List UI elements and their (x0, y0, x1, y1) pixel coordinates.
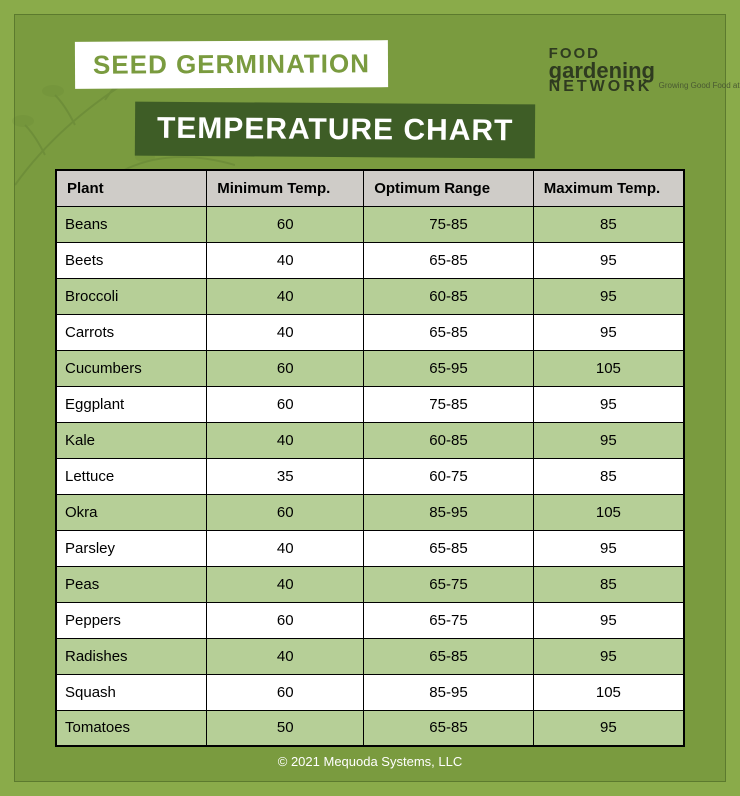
table-row: Radishes4065-8595 (56, 638, 684, 674)
cell-min: 40 (207, 242, 364, 278)
table-row: Carrots4065-8595 (56, 314, 684, 350)
cell-min: 60 (207, 386, 364, 422)
cell-min: 60 (207, 494, 364, 530)
germination-table: Plant Minimum Temp. Optimum Range Maximu… (55, 169, 685, 747)
cell-opt: 75-85 (364, 386, 534, 422)
cell-opt: 65-85 (364, 530, 534, 566)
brand-logo: FOOD gardening NETWORK Growing Good Food… (549, 47, 655, 95)
cell-max: 95 (533, 242, 684, 278)
cell-min: 40 (207, 566, 364, 602)
copyright-footer: © 2021 Mequoda Systems, LLC (15, 754, 725, 769)
table-row: Beans6075-8585 (56, 206, 684, 242)
cell-plant: Tomatoes (56, 710, 207, 746)
cell-max: 85 (533, 566, 684, 602)
cell-plant: Beans (56, 206, 207, 242)
cell-opt: 65-85 (364, 638, 534, 674)
cell-max: 95 (533, 638, 684, 674)
cell-opt: 65-75 (364, 602, 534, 638)
cell-plant: Cucumbers (56, 350, 207, 386)
col-header-plant: Plant (56, 170, 207, 206)
cell-max: 105 (533, 494, 684, 530)
cell-max: 85 (533, 206, 684, 242)
cell-max: 95 (533, 602, 684, 638)
cell-opt: 65-95 (364, 350, 534, 386)
cell-plant: Peas (56, 566, 207, 602)
cell-max: 95 (533, 314, 684, 350)
table-row: Parsley4065-8595 (56, 530, 684, 566)
table-row: Kale4060-8595 (56, 422, 684, 458)
cell-plant: Radishes (56, 638, 207, 674)
data-table: Plant Minimum Temp. Optimum Range Maximu… (55, 169, 685, 747)
cell-opt: 65-85 (364, 242, 534, 278)
table-row: Cucumbers6065-95105 (56, 350, 684, 386)
inner-frame: SEED GERMINATION FOOD gardening NETWORK … (14, 14, 726, 782)
cell-min: 60 (207, 602, 364, 638)
cell-plant: Squash (56, 674, 207, 710)
table-row: Peas4065-7585 (56, 566, 684, 602)
cell-plant: Kale (56, 422, 207, 458)
cell-max: 95 (533, 278, 684, 314)
cell-opt: 60-85 (364, 278, 534, 314)
cell-opt: 60-85 (364, 422, 534, 458)
cell-plant: Broccoli (56, 278, 207, 314)
header: SEED GERMINATION FOOD gardening NETWORK … (75, 41, 685, 151)
cell-max: 95 (533, 710, 684, 746)
cell-min: 60 (207, 674, 364, 710)
table-row: Beets4065-8595 (56, 242, 684, 278)
cell-plant: Eggplant (56, 386, 207, 422)
cell-max: 105 (533, 674, 684, 710)
logo-tagline: Growing Good Food at Home (659, 81, 740, 90)
cell-min: 60 (207, 350, 364, 386)
cell-min: 40 (207, 530, 364, 566)
cell-plant: Parsley (56, 530, 207, 566)
table-row: Eggplant6075-8595 (56, 386, 684, 422)
cell-plant: Carrots (56, 314, 207, 350)
cell-min: 40 (207, 422, 364, 458)
table-row: Broccoli4060-8595 (56, 278, 684, 314)
table-row: Tomatoes5065-8595 (56, 710, 684, 746)
table-row: Squash6085-95105 (56, 674, 684, 710)
cell-max: 105 (533, 350, 684, 386)
cell-opt: 85-95 (364, 494, 534, 530)
logo-line3: NETWORK (549, 80, 655, 94)
cell-opt: 65-85 (364, 314, 534, 350)
cell-max: 85 (533, 458, 684, 494)
cell-opt: 65-75 (364, 566, 534, 602)
cell-max: 95 (533, 422, 684, 458)
cell-opt: 60-75 (364, 458, 534, 494)
cell-plant: Lettuce (56, 458, 207, 494)
cell-opt: 65-85 (364, 710, 534, 746)
col-header-opt: Optimum Range (364, 170, 534, 206)
cell-min: 50 (207, 710, 364, 746)
table-header-row: Plant Minimum Temp. Optimum Range Maximu… (56, 170, 684, 206)
title-line1: SEED GERMINATION (75, 40, 388, 89)
cell-max: 95 (533, 530, 684, 566)
cell-min: 40 (207, 314, 364, 350)
cell-min: 40 (207, 278, 364, 314)
table-row: Peppers6065-7595 (56, 602, 684, 638)
cell-min: 60 (207, 206, 364, 242)
col-header-min: Minimum Temp. (207, 170, 364, 206)
cell-plant: Okra (56, 494, 207, 530)
cell-opt: 75-85 (364, 206, 534, 242)
cell-min: 40 (207, 638, 364, 674)
cell-max: 95 (533, 386, 684, 422)
cell-plant: Beets (56, 242, 207, 278)
outer-frame: SEED GERMINATION FOOD gardening NETWORK … (0, 0, 740, 796)
table-row: Okra6085-95105 (56, 494, 684, 530)
cell-opt: 85-95 (364, 674, 534, 710)
cell-min: 35 (207, 458, 364, 494)
table-row: Lettuce3560-7585 (56, 458, 684, 494)
title-line2: TEMPERATURE CHART (135, 102, 536, 159)
cell-plant: Peppers (56, 602, 207, 638)
col-header-max: Maximum Temp. (533, 170, 684, 206)
